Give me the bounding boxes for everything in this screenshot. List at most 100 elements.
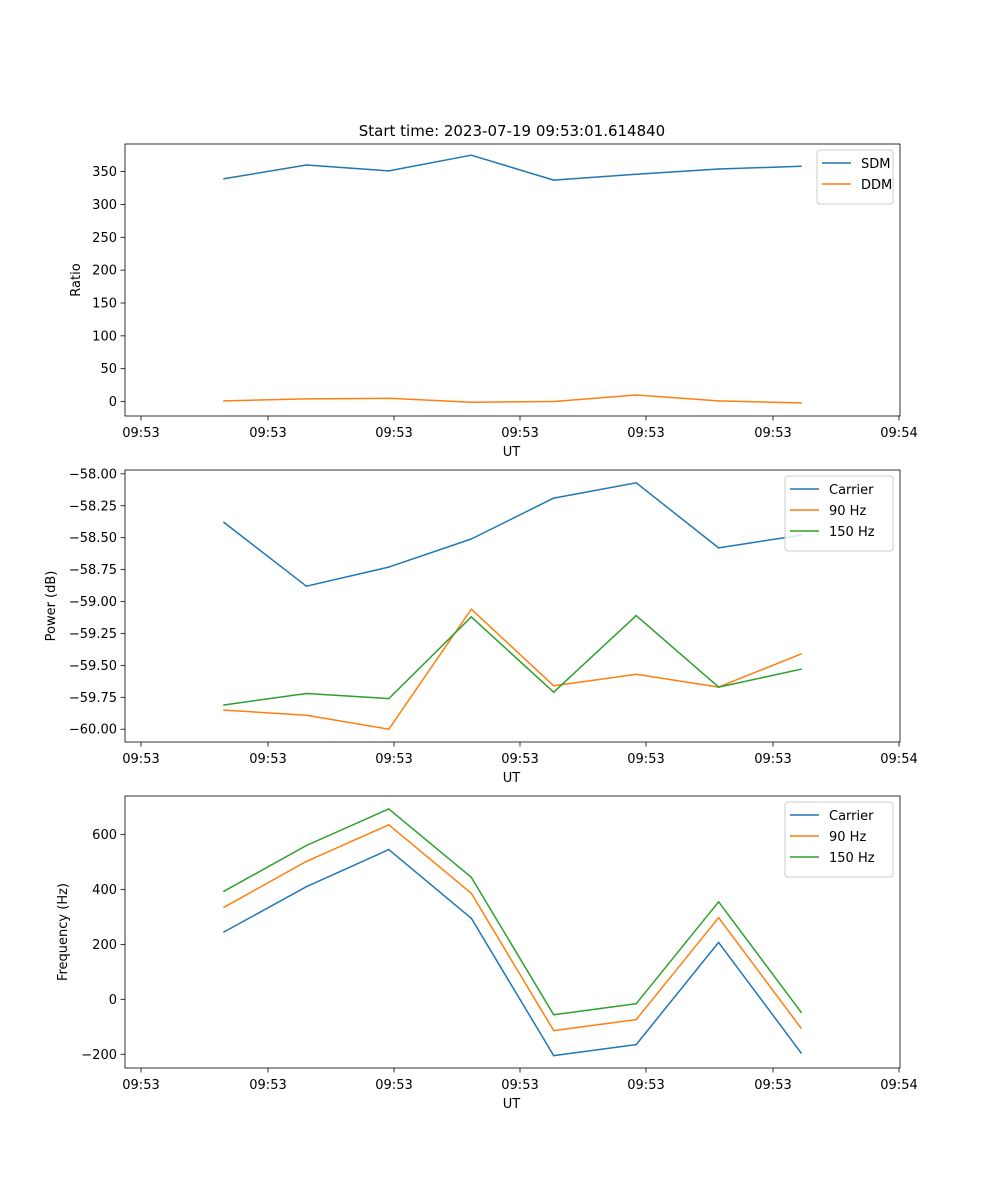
data-point-carrier [470, 917, 473, 920]
data-point-ddm [800, 402, 802, 404]
legend-box [784, 475, 894, 552]
data-point-sdm [388, 170, 390, 172]
y-tick-label: 0 [109, 993, 117, 1008]
data-point-150-hz [552, 1013, 555, 1016]
x-tick-label: 09:53 [754, 426, 791, 441]
axes-frame [124, 795, 901, 1069]
legend-label-carrier: Carrier [829, 809, 874, 824]
data-point-150-hz [470, 616, 473, 618]
data-point-carrier [552, 1054, 555, 1057]
x-tick-label: 09:53 [501, 752, 538, 767]
x-tick-label: 09:53 [249, 1078, 286, 1093]
data-point-carrier [223, 931, 225, 933]
data-point-90-hz [223, 709, 225, 711]
x-axis-label: UT [503, 1097, 521, 1112]
data-point-sdm [305, 164, 308, 166]
data-point-150-hz [470, 876, 473, 879]
data-point-carrier [717, 941, 720, 944]
y-tick-label: −58.25 [69, 499, 117, 514]
x-tick-label: 09:53 [627, 426, 664, 441]
data-point-ddm [635, 394, 637, 396]
legend-label-150-hz: 150 Hz [829, 525, 875, 540]
data-point-150-hz [388, 808, 390, 810]
data-point-150-hz [305, 844, 308, 847]
data-point-carrier [552, 497, 555, 499]
data-point-90-hz [552, 685, 555, 687]
legend-label-sdm: SDM [861, 157, 890, 172]
x-tick-label: 09:53 [249, 752, 286, 767]
data-point-150-hz [800, 668, 802, 671]
y-tick-label: 200 [92, 264, 117, 279]
y-tick-label: −59.50 [69, 659, 117, 674]
data-point-ddm [223, 400, 225, 402]
x-tick-label: 09:53 [754, 1078, 791, 1093]
data-point-carrier [223, 521, 225, 524]
data-point-carrier [470, 538, 473, 540]
legend-label-90-hz: 90 Hz [829, 830, 866, 845]
x-tick-label: 09:53 [375, 752, 412, 767]
data-point-carrier [635, 1043, 637, 1046]
x-tick-label: 09:53 [249, 426, 286, 441]
axes-frame [124, 469, 901, 743]
ratio-subplot: 09:53 09:53 09:53 09:53 09:53 09:53 09:54 0 50 10… [69, 143, 918, 460]
legend-box [784, 801, 894, 878]
y-axis-label: Frequency (Hz) [56, 883, 71, 981]
x-tick-label: 09:53 [627, 752, 664, 767]
data-point-90-hz [388, 728, 390, 731]
data-point-90-hz [635, 1018, 637, 1021]
data-point-sdm [223, 178, 225, 180]
data-point-90-hz [470, 608, 473, 610]
data-point-sdm [635, 173, 637, 176]
data-point-90-hz [305, 714, 308, 716]
x-tick-label: 09:54 [880, 1078, 917, 1093]
data-point-carrier [305, 885, 308, 888]
x-axis-label: UT [503, 771, 521, 786]
series-line-150-hz [223, 614, 802, 706]
series-line-90-hz [223, 824, 802, 1032]
data-point-sdm [470, 154, 473, 156]
data-point-150-hz [800, 1011, 802, 1014]
series-line-sdm [223, 154, 802, 181]
series-line-ddm [223, 394, 802, 404]
frequency-subplot: 09:53 09:53 09:53 09:53 09:53 09:53 09:54 −200 0… [56, 795, 918, 1112]
data-point-carrier [388, 566, 390, 568]
data-point-sdm [800, 165, 802, 168]
legend-label-150-hz: 150 Hz [829, 851, 875, 866]
figure-title: Start time: 2023-07-19 09:53:01.614840 [359, 122, 665, 140]
y-tick-label: 0 [109, 395, 117, 410]
x-axis-label: UT [503, 445, 521, 460]
y-tick-label: 300 [92, 198, 117, 213]
data-point-150-hz [635, 1002, 637, 1005]
series-line-90-hz [223, 608, 802, 730]
x-tick-label: 09:53 [122, 426, 159, 441]
data-point-carrier [305, 585, 308, 588]
y-axis-label: Power (dB) [44, 571, 59, 642]
y-tick-label: 100 [92, 329, 117, 344]
data-point-90-hz [800, 653, 802, 655]
data-point-150-hz [388, 697, 390, 700]
x-tick-label: 09:54 [880, 426, 917, 441]
x-tick-label: 09:53 [501, 1078, 538, 1093]
legend-label-ddm: DDM [861, 178, 892, 193]
data-point-sdm [717, 168, 720, 170]
y-tick-label: 200 [92, 938, 117, 953]
y-tick-label: −59.25 [69, 627, 117, 642]
y-tick-label: 600 [92, 828, 117, 843]
y-tick-label: 250 [92, 231, 117, 246]
x-tick-label: 09:53 [122, 1078, 159, 1093]
series-line-150-hz [223, 808, 802, 1016]
data-point-150-hz [552, 691, 555, 693]
power-subplot: 09:53 09:53 09:53 09:53 09:53 09:53 09:54 −60.0… [44, 467, 918, 786]
data-point-150-hz [635, 614, 637, 617]
data-point-150-hz [717, 686, 720, 688]
data-point-150-hz [717, 900, 720, 903]
y-tick-label: −60.00 [69, 723, 117, 738]
data-point-90-hz [800, 1027, 802, 1029]
legend-label-90-hz: 90 Hz [829, 504, 866, 519]
data-point-ddm [470, 401, 473, 404]
y-axis-label: Ratio [69, 263, 84, 296]
data-point-ddm [388, 397, 390, 400]
data-point-90-hz [470, 892, 473, 895]
y-tick-label: −59.00 [69, 595, 117, 610]
